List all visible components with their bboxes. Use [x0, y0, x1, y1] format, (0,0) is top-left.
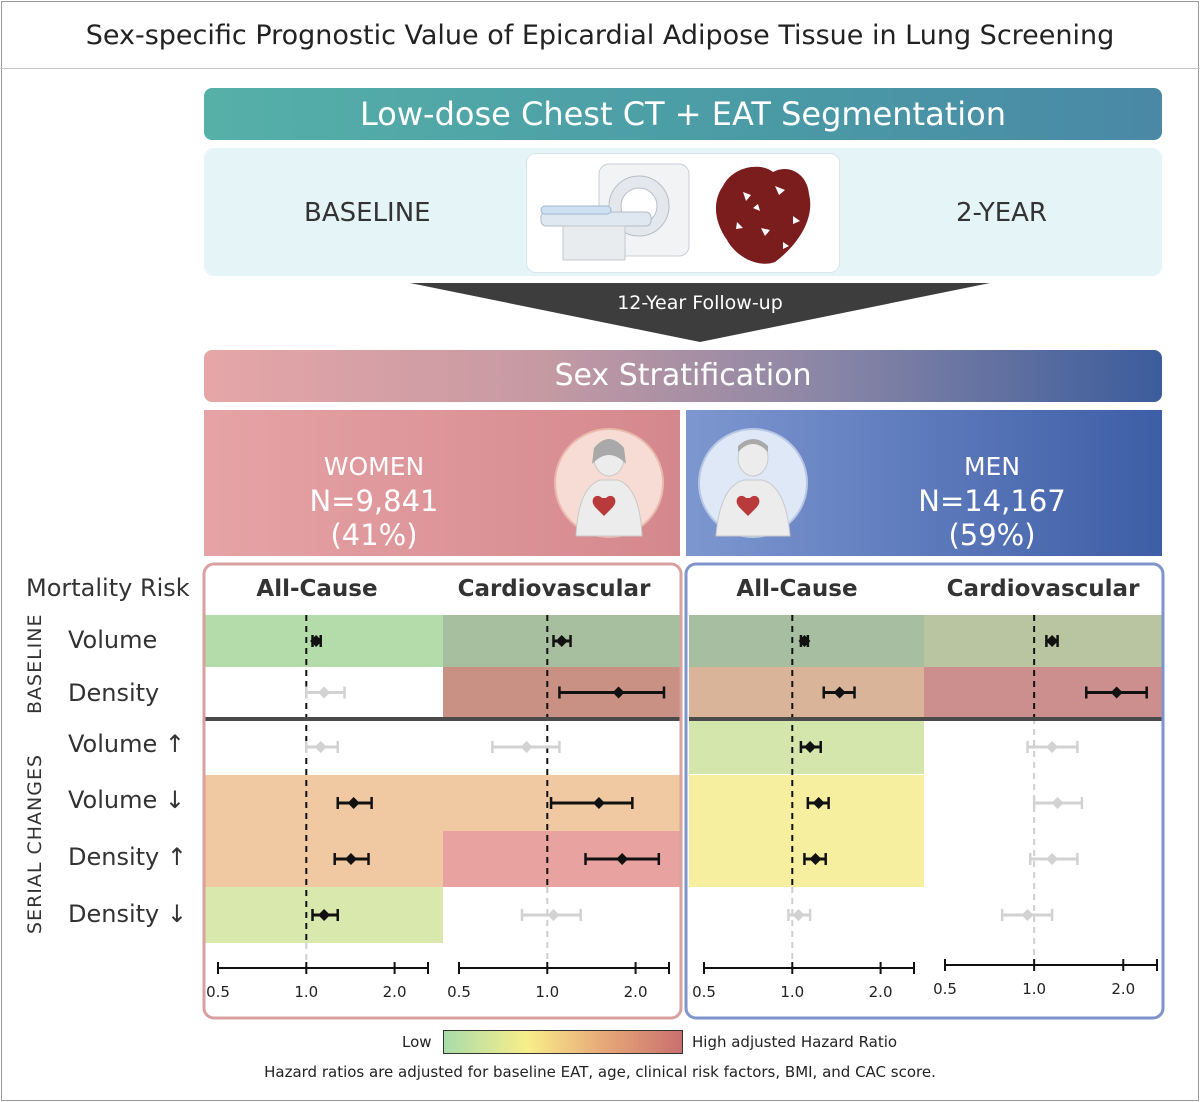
- col-men-allcause: All-Cause: [736, 576, 858, 602]
- arrow-down-icon: ↓: [164, 786, 186, 814]
- women-group-box: WOMEN N=9,841 (41%): [204, 410, 680, 556]
- mortality-risk-label: Mortality Risk: [26, 574, 190, 602]
- hazard-ratio-point: [344, 853, 357, 865]
- row-label-baseline-volume: Volume: [68, 626, 158, 654]
- axis-tick-label: 1.0: [1022, 980, 1046, 998]
- hazard-ratio-point: [310, 635, 323, 647]
- legend-low-label: Low: [402, 1033, 432, 1051]
- men-label: MEN: [963, 452, 1021, 481]
- axis-tick-label: 1.0: [780, 983, 804, 1001]
- axis-tick-label: 0.5: [447, 983, 471, 1001]
- hazard-ratio-point: [1046, 635, 1059, 647]
- axis-tick-label: 2.0: [869, 983, 893, 1001]
- hazard-ratio-point: [520, 741, 533, 753]
- hazard-ratio-point: [812, 797, 825, 809]
- hazard-ratio-point: [314, 741, 327, 753]
- hazard-ratio-point: [809, 853, 822, 865]
- hazard-ratio-point: [1046, 853, 1059, 865]
- female-torso-heart-icon: [554, 428, 664, 538]
- col-women-cardiovascular: Cardiovascular: [457, 576, 651, 602]
- col-women-allcause: All-Cause: [256, 576, 378, 602]
- row-label-baseline-density: Density: [68, 679, 160, 707]
- women-label: WOMEN: [323, 452, 425, 481]
- arrow-up-icon: ↑: [166, 843, 187, 871]
- hazard-ratio-point: [798, 635, 811, 647]
- row-label-density-decrease: Density ↓: [68, 900, 187, 928]
- row-label-volume-increase: Volume ↑: [68, 730, 186, 758]
- hazard-ratio-point: [792, 909, 805, 921]
- male-torso-heart-icon: [698, 428, 808, 538]
- women-count: N=9,841 (41%): [309, 484, 439, 552]
- hazard-ratio-point: [833, 686, 846, 699]
- men-panel-border: [684, 562, 1165, 1020]
- men-count: N=14,167 (59%): [918, 484, 1066, 552]
- hazard-ratio-point: [1021, 909, 1034, 921]
- follow-up-label: 12-Year Follow-up: [617, 292, 783, 314]
- axis-tick-label: 0.5: [692, 983, 716, 1001]
- follow-up-arrow: [410, 283, 990, 342]
- hazard-ratio-point: [318, 686, 331, 699]
- ct-illustration: [526, 153, 840, 273]
- axis-tick-label: 2.0: [1111, 980, 1135, 998]
- forest-cell: [205, 615, 443, 667]
- ct-scanner-icon: [540, 163, 690, 261]
- hazard-ratio-point: [612, 686, 625, 699]
- men-group-box: MEN N=14,167 (59%): [686, 410, 1162, 556]
- forest-cell: [689, 775, 924, 831]
- baseline-label: BASELINE: [304, 198, 431, 228]
- hazard-ratio-point: [347, 797, 360, 809]
- legend-high-label: High adjusted Hazard Ratio: [692, 1033, 898, 1051]
- women-panel-border: [202, 562, 683, 1020]
- forest-cell: [689, 667, 924, 718]
- eat-heart-icon: [715, 166, 811, 264]
- hazard-ratio-point: [1051, 797, 1064, 809]
- forest-cell: [205, 831, 443, 887]
- hazard-ratio-point: [616, 853, 629, 865]
- two-year-label: 2-YEAR: [956, 198, 1047, 228]
- arrow-down-icon: ↓: [166, 900, 187, 928]
- axis-tick-label: 2.0: [383, 983, 407, 1001]
- forest-cell: [924, 615, 1162, 667]
- hazard-ratio-color-legend: [443, 1030, 683, 1054]
- title-divider: [0, 68, 1200, 69]
- ct-segmentation-banner: Low-dose Chest CT + EAT Segmentation: [204, 88, 1162, 140]
- hazard-ratio-point: [318, 909, 331, 921]
- row-label-volume-decrease: Volume ↓: [68, 786, 186, 814]
- hazard-ratio-point: [555, 635, 568, 647]
- axis-tick-label: 1.0: [535, 983, 559, 1001]
- axis-tick-label: 0.5: [206, 983, 230, 1001]
- sex-stratification-banner: Sex Stratification: [204, 350, 1162, 402]
- col-men-cardiovascular: Cardiovascular: [946, 576, 1140, 602]
- axis-tick-label: 2.0: [624, 983, 648, 1001]
- arrow-up-icon: ↑: [164, 730, 186, 758]
- hazard-ratio-point: [592, 797, 605, 809]
- hazard-ratio-point: [1110, 686, 1123, 699]
- footnote: Hazard ratios are adjusted for baseline …: [264, 1063, 936, 1081]
- hazard-ratio-point: [804, 741, 817, 753]
- row-label-density-increase: Density ↑: [68, 843, 187, 871]
- hazard-ratio-point: [547, 909, 560, 921]
- hazard-ratio-point: [1046, 741, 1059, 753]
- forest-cell: [205, 775, 443, 831]
- figure-title: Sex-specific Prognostic Value of Epicard…: [85, 20, 1115, 51]
- axis-tick-label: 0.5: [933, 980, 957, 998]
- axis-tick-label: 1.0: [294, 983, 318, 1001]
